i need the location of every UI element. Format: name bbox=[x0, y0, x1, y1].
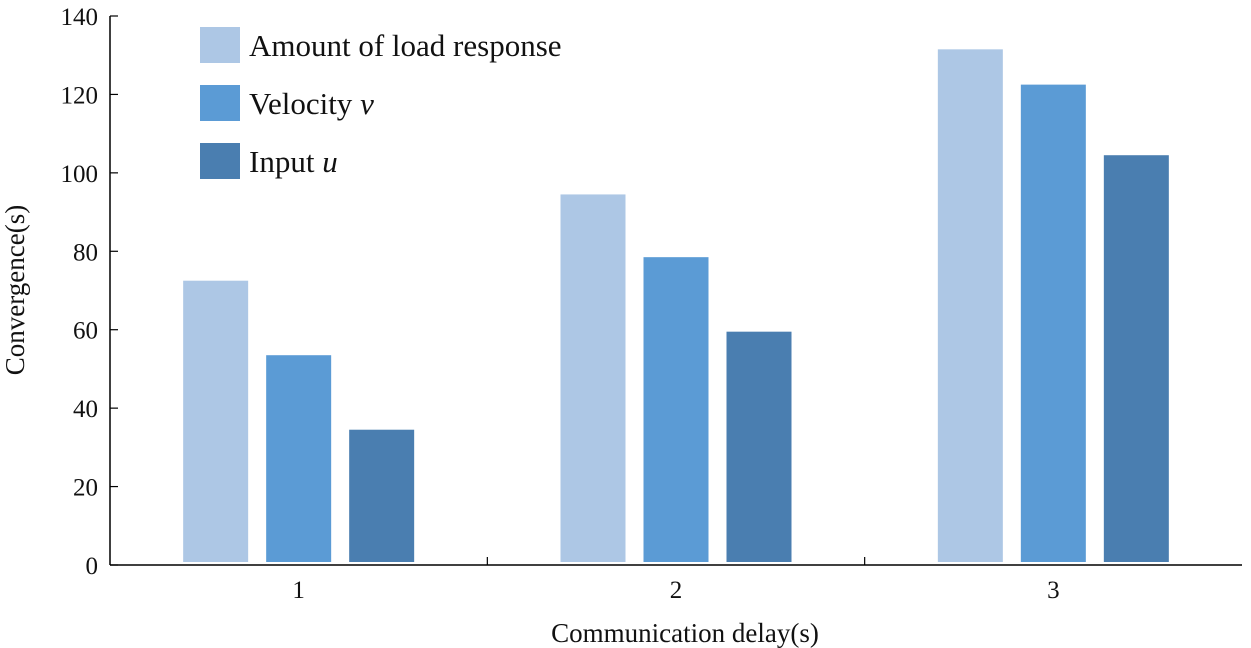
y-tick-label: 80 bbox=[73, 239, 98, 266]
bar-3-cat-3 bbox=[1103, 155, 1169, 563]
y-ticks-group: 0 20 40 60 80 100 120 140 bbox=[61, 4, 118, 580]
bar-2-cat-3 bbox=[1020, 84, 1086, 562]
legend-swatch-1 bbox=[200, 27, 240, 63]
y-axis-title: Convergence(s) bbox=[0, 205, 30, 375]
legend-label-variable: u bbox=[322, 144, 338, 179]
legend-swatch-2 bbox=[200, 85, 240, 121]
x-tick-label: 3 bbox=[1047, 577, 1060, 604]
bar-1-cat-3 bbox=[937, 49, 1003, 562]
legend-label-main: Amount of load response bbox=[249, 28, 562, 63]
bars-group bbox=[183, 49, 1169, 563]
bar-3-cat-2 bbox=[726, 331, 792, 562]
x-ticks-group: 1 2 3 bbox=[292, 557, 1060, 604]
legend-swatch-3 bbox=[200, 143, 240, 179]
x-tick-label: 1 bbox=[292, 577, 305, 604]
legend: Amount of load response Velocity v Input u bbox=[200, 27, 562, 179]
y-tick-label: 40 bbox=[73, 396, 98, 423]
bar-3-cat-1 bbox=[349, 429, 415, 562]
y-tick-label: 60 bbox=[73, 318, 98, 345]
x-tick-label: 2 bbox=[670, 577, 683, 604]
bar-2-cat-1 bbox=[266, 355, 332, 562]
y-tick-label: 120 bbox=[61, 82, 99, 109]
x-axis-title: Communication delay(s) bbox=[551, 618, 819, 648]
legend-label-2: Velocity v bbox=[249, 86, 374, 121]
y-tick-label: 0 bbox=[86, 553, 99, 580]
legend-label-1: Amount of load response bbox=[249, 28, 562, 63]
legend-label-3: Input u bbox=[249, 144, 338, 179]
legend-label-main: Velocity bbox=[249, 86, 360, 121]
y-tick-label: 100 bbox=[61, 161, 99, 188]
bar-2-cat-2 bbox=[643, 257, 709, 562]
y-tick-label: 140 bbox=[61, 4, 99, 31]
legend-label-variable: v bbox=[360, 86, 374, 121]
axes-group bbox=[109, 16, 1242, 566]
legend-label-main: Input bbox=[249, 144, 322, 179]
y-tick-label: 20 bbox=[73, 475, 98, 502]
bar-1-cat-1 bbox=[183, 280, 249, 562]
bar-1-cat-2 bbox=[560, 194, 626, 563]
